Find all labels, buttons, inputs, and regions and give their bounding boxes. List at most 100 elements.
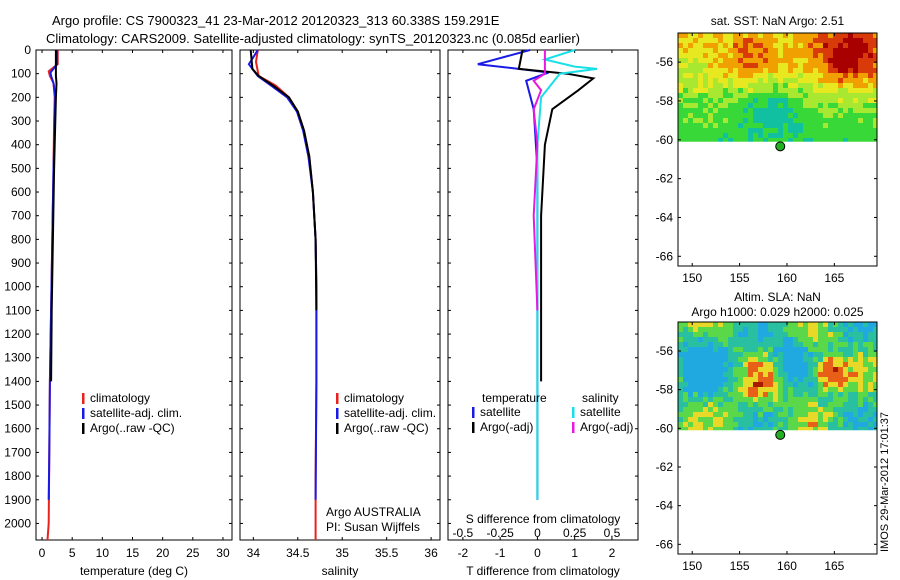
heat-cell	[808, 128, 813, 133]
heat-cell	[688, 367, 693, 372]
heat-cell	[748, 372, 753, 377]
heat-cell	[758, 108, 763, 113]
heat-cell	[853, 402, 858, 407]
heat-cell	[818, 377, 823, 382]
heat-cell	[748, 138, 753, 142]
heat-cell	[703, 53, 708, 58]
heat-cell	[848, 357, 853, 362]
heat-cell	[853, 382, 858, 387]
heat-cell	[753, 362, 758, 367]
heat-cell	[873, 78, 877, 83]
heat-cell	[748, 347, 753, 352]
heat-cell	[858, 392, 863, 397]
legend-title-salinity: salinity	[582, 391, 619, 405]
heat-cell	[853, 88, 858, 93]
heat-cell	[778, 377, 783, 382]
heat-cell	[713, 382, 718, 387]
plot-frame	[447, 49, 639, 541]
heat-cell	[768, 38, 773, 43]
heat-cell	[818, 73, 823, 78]
heat-cell	[723, 427, 728, 431]
heat-cell	[683, 407, 688, 412]
heat-cell	[708, 342, 713, 347]
heat-cell	[708, 322, 713, 327]
heat-cell	[823, 412, 828, 417]
heat-cell	[698, 93, 703, 98]
heat-cell	[798, 357, 803, 362]
heat-cell	[678, 362, 683, 367]
heat-cell	[743, 327, 748, 332]
heat-cell	[793, 58, 798, 63]
x-tick-label: 34.5	[286, 546, 310, 560]
sst-map-title: sat. SST: NaN Argo: 2.51	[711, 14, 845, 28]
heat-cell	[728, 113, 733, 118]
heat-cell	[733, 63, 738, 68]
heat-cell	[773, 357, 778, 362]
heat-cell	[703, 372, 708, 377]
heat-cell	[843, 402, 848, 407]
heat-cell	[738, 78, 743, 83]
heat-cell	[863, 53, 868, 58]
heat-cell	[808, 88, 813, 93]
heat-cell	[818, 397, 823, 402]
x-tick-label: -1	[495, 546, 506, 560]
heat-cell	[848, 417, 853, 422]
heat-cell	[678, 103, 683, 108]
heat-cell	[728, 123, 733, 128]
heat-cell	[773, 98, 778, 103]
heat-cell	[813, 377, 818, 382]
heat-cell	[823, 73, 828, 78]
heat-cell	[733, 123, 738, 128]
heat-cell	[763, 138, 768, 142]
heat-cell	[783, 337, 788, 342]
heat-cell	[838, 63, 843, 68]
heat-cell	[783, 347, 788, 352]
heat-cell	[808, 377, 813, 382]
heat-cell	[738, 73, 743, 78]
heat-cell	[728, 362, 733, 367]
heat-cell	[708, 43, 713, 48]
heat-cell	[863, 412, 868, 417]
heat-cell	[813, 387, 818, 392]
heat-cell	[863, 33, 868, 38]
legend-swatch	[82, 393, 85, 404]
heat-cell	[693, 382, 698, 387]
heat-cell	[703, 138, 708, 142]
heat-cell	[853, 123, 858, 128]
heat-cell	[798, 88, 803, 93]
heat-cell	[803, 38, 808, 43]
heat-cell	[788, 123, 793, 128]
salinity-panel: 34 34.5 35 35.5 36salinityclimatologysatelli…	[239, 49, 441, 578]
heat-cell	[683, 118, 688, 123]
heat-cell	[703, 78, 708, 83]
heat-cell	[803, 342, 808, 347]
heat-cell	[698, 427, 703, 431]
heat-cell	[798, 63, 803, 68]
heat-cell	[858, 33, 863, 38]
heat-cell	[718, 347, 723, 352]
heat-cell	[683, 123, 688, 128]
heat-cell	[783, 357, 788, 362]
heat-cell	[733, 118, 738, 123]
heat-cell	[738, 427, 743, 431]
heat-cell	[748, 133, 753, 138]
heat-cell	[803, 402, 808, 407]
heat-cell	[748, 103, 753, 108]
heat-cell	[773, 58, 778, 63]
heat-cell	[808, 337, 813, 342]
heat-cell	[808, 357, 813, 362]
heat-cell	[813, 367, 818, 372]
heat-cell	[718, 63, 723, 68]
heat-cell	[823, 337, 828, 342]
heat-cell	[743, 402, 748, 407]
heat-cell	[863, 342, 868, 347]
temperature-panel: 0100200300400500600700800900100011001200…	[4, 43, 233, 578]
heat-cell	[758, 103, 763, 108]
heat-cell	[803, 128, 808, 133]
heat-cell	[848, 138, 853, 142]
heat-cell	[783, 377, 788, 382]
heat-cell	[803, 103, 808, 108]
heat-cell	[778, 118, 783, 123]
heat-cell	[678, 53, 683, 58]
heat-cell	[873, 113, 877, 118]
